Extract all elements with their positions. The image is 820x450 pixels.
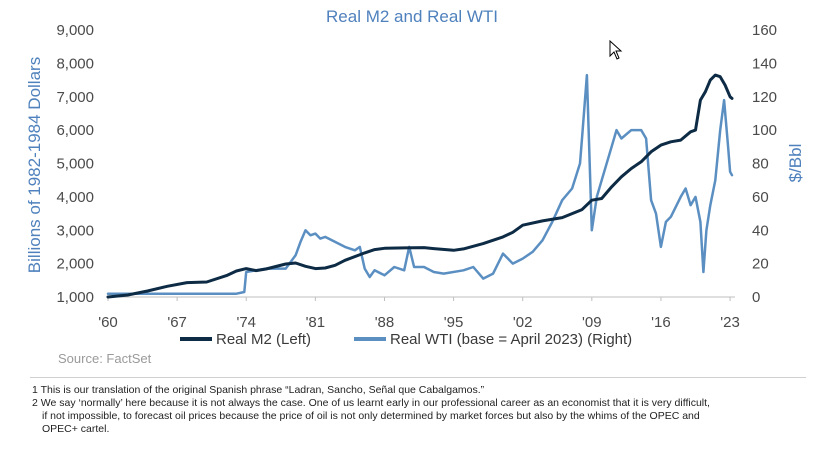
y-left-tick-label: 5,000 [56,156,94,173]
y-right-tick-label: 120 [752,89,777,106]
y-left-tick-label: 8,000 [56,55,94,72]
footnotes: 1 This is our translation of the origina… [32,384,792,436]
footnote-1: 1 This is our translation of the origina… [32,384,485,396]
x-tick-label: '23 [720,314,740,331]
legend-label-m2: Real M2 (Left) [216,331,311,348]
y-right-tick-label: 80 [752,156,769,173]
source-note: Source: FactSet [58,351,152,366]
y-left-tick-label: 6,000 [56,122,94,139]
y-right-tick-label: 100 [752,122,777,139]
footnote-2-cont: if not impossible, to forecast oil price… [42,410,700,422]
y-right-tick-label: 40 [752,222,769,239]
y-axis-left-ticks: 1,000 2,000 3,000 4,000 5,000 6,000 7,000 8,000… [56,22,94,306]
footnote-divider [30,377,806,378]
x-tick-label: '74 [236,314,256,331]
series-lines [106,73,734,299]
x-tick-label: '81 [306,314,326,331]
series-line-real-wti [106,73,734,295]
y-axis-left-label: Billions of 1982-1984 Dollars [25,57,44,273]
x-tick-label: '02 [513,314,533,331]
y-right-tick-label: 20 [752,256,769,273]
x-tick-label: '95 [444,314,464,331]
y-right-tick-label: 0 [752,289,760,306]
y-left-tick-label: 3,000 [56,222,94,239]
y-right-tick-label: 140 [752,55,777,72]
y-left-tick-label: 2,000 [56,256,94,273]
x-tick-label: '88 [375,314,395,331]
footnote-2-end: OPEC+ cartel. [42,423,110,435]
y-left-tick-label: 9,000 [56,22,94,39]
x-tick-label: '16 [651,314,671,331]
y-axis-right-label: $/Bbl [786,144,805,183]
legend-label-wti: Real WTI (base = April 2023) (Right) [390,331,632,348]
y-left-tick-label: 4,000 [56,189,94,206]
y-right-tick-label: 160 [752,22,777,39]
legend: Real M2 (Left) Real WTI (base = April 20… [180,331,632,348]
y-right-tick-label: 60 [752,189,769,206]
x-tick-label: '67 [167,314,187,331]
x-tick-label: '09 [582,314,602,331]
y-axis-right-ticks: 0 20 40 60 80 100 120 140 160 [752,22,777,306]
x-axis-ticks: '60 '67 '74 '81 '88 '95 '02 '09 '16 '23 [98,297,740,331]
chart: Real M2 and Real WTI Billions of 1982-19… [25,7,805,366]
series-line-real-m2 [106,73,734,299]
footnote-2: 2 We say ‘normally’ here because it is n… [32,397,710,409]
x-tick-label: '60 [98,314,118,331]
y-left-tick-label: 7,000 [56,89,94,106]
y-left-tick-label: 1,000 [56,289,94,306]
chart-title: Real M2 and Real WTI [326,7,498,26]
mouse-pointer-icon [609,40,623,60]
